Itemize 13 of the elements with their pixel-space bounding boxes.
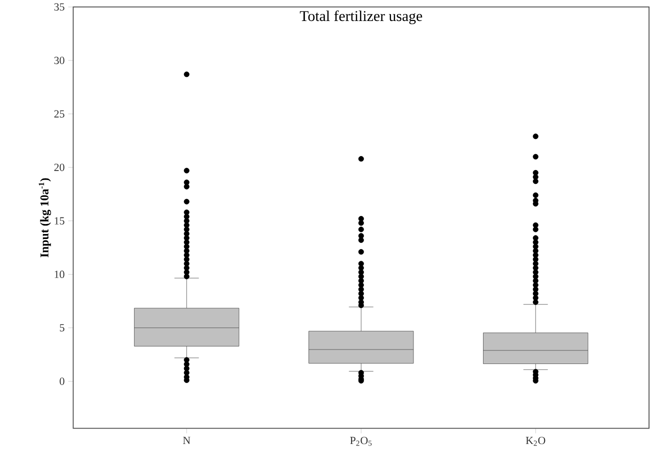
y-tick-label: 35: [54, 3, 64, 11]
chart-title: Total fertilizer usage: [300, 10, 422, 24]
y-axis-title: Input (kg 10a$^{-1}$): [38, 178, 51, 258]
x-tick-label: N: [183, 436, 190, 444]
y-tick-label: 30: [54, 56, 64, 64]
y-tick-label: 15: [54, 217, 64, 224]
y-tick-label: 10: [54, 270, 64, 278]
x-tick-label: K$_{2}$O: [526, 436, 546, 446]
y-tick-label: 20: [54, 164, 64, 171]
x-tick-label: P$_{2}$O$_{5}$: [350, 436, 372, 446]
y-tick-label: 0: [60, 378, 64, 385]
y-tick-label: 5: [60, 324, 64, 332]
y-tick-label: 25: [54, 110, 64, 118]
